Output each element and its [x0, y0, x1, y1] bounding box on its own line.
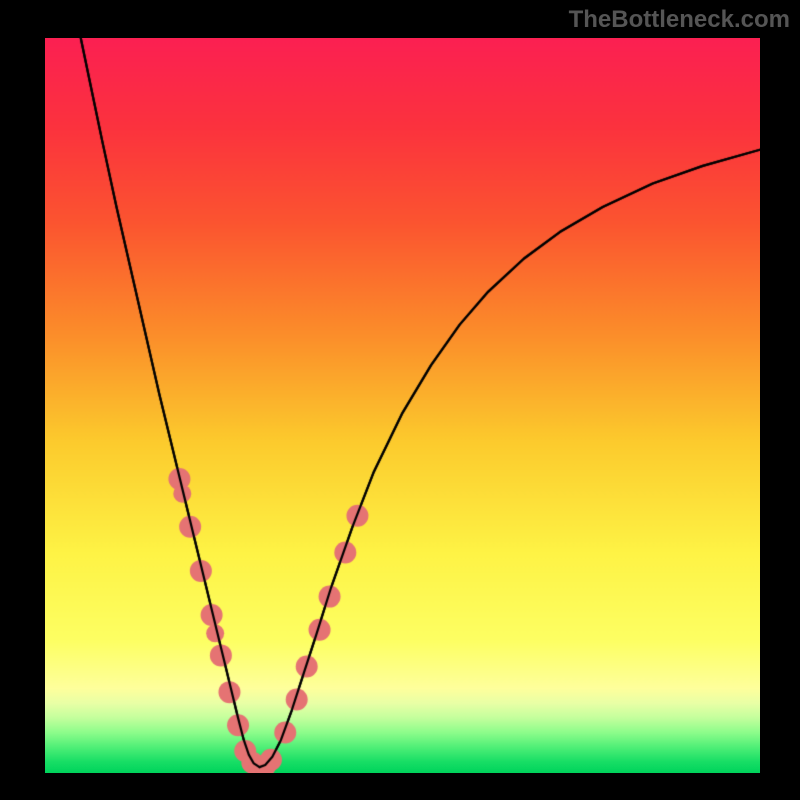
chart-root: TheBottleneck.com: [0, 0, 800, 800]
plot-area: [45, 38, 760, 773]
bottleneck-curve-layer: [45, 38, 760, 773]
watermark-text: TheBottleneck.com: [569, 6, 790, 34]
